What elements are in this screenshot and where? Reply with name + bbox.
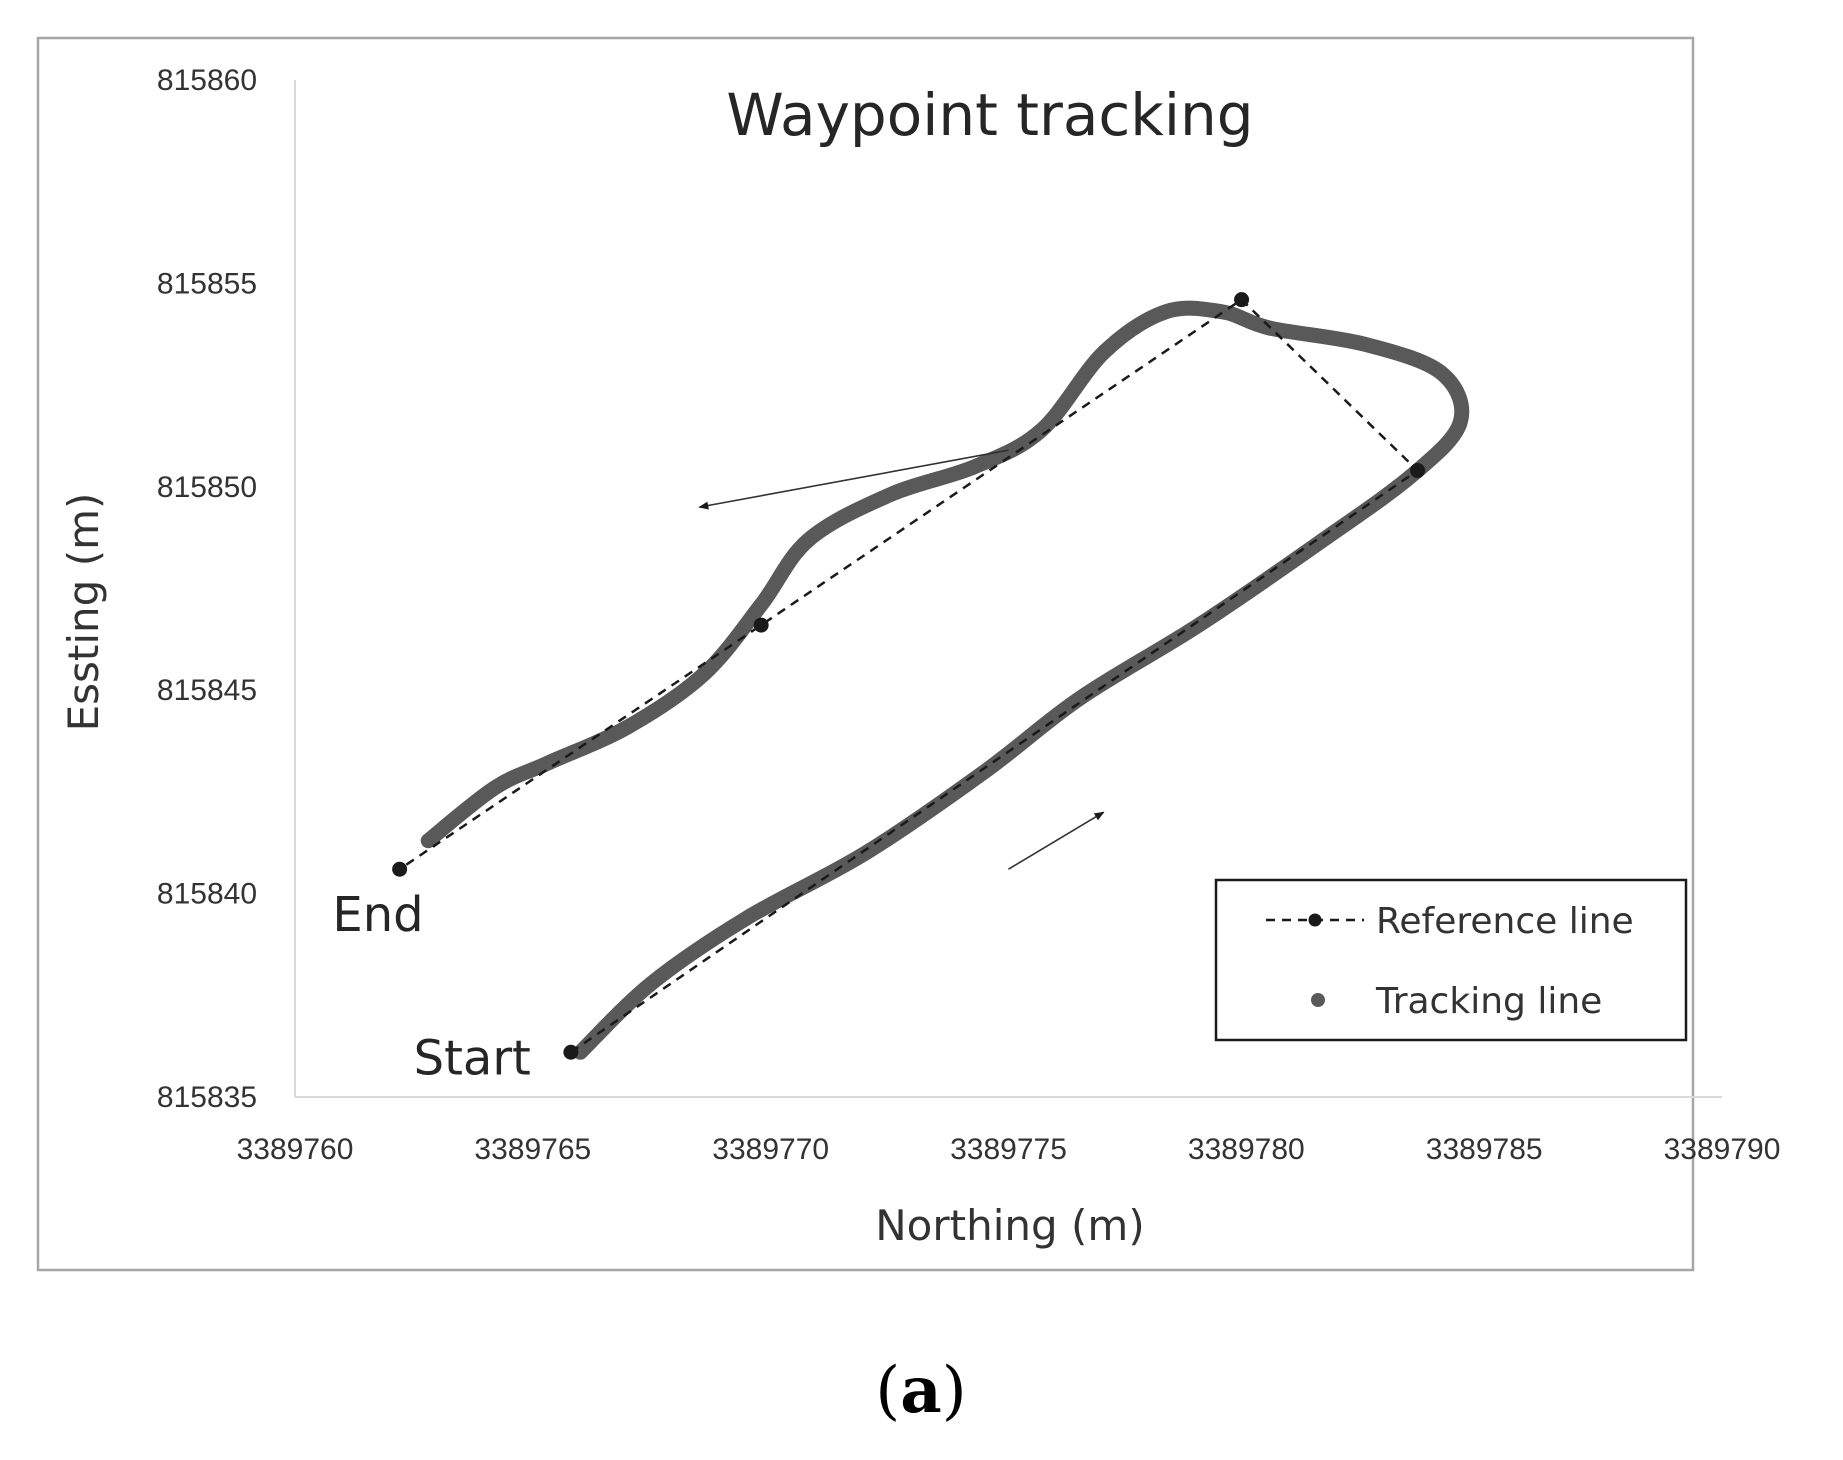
- plot-axes: [294, 80, 1722, 1098]
- reference-waypoint: [753, 617, 769, 633]
- y-tick-label: 815835: [157, 1081, 257, 1114]
- direction-arrows: [698, 449, 1105, 870]
- y-axis-title: Essting (m): [59, 493, 108, 732]
- annotation-start: Start: [414, 1030, 531, 1086]
- figure-caption-letter: a: [900, 1353, 941, 1428]
- x-tick-label: 3389765: [474, 1133, 591, 1166]
- legend-tracking-marker: [1311, 993, 1325, 1007]
- tracking-line: [420, 300, 1470, 1060]
- x-tick-label: 3389770: [712, 1133, 829, 1166]
- reference-waypoint: [563, 1044, 579, 1060]
- y-tick-label: 815845: [157, 674, 257, 707]
- x-tick-label: 3389775: [950, 1133, 1067, 1166]
- direction-arrow: [1008, 811, 1105, 870]
- y-tick-labels: 815835 815840 815845 815850 815855 815860: [157, 64, 257, 1114]
- chart-title: Waypoint tracking: [726, 81, 1253, 149]
- reference-waypoint: [392, 861, 408, 877]
- y-tick-label: 815860: [157, 64, 257, 97]
- figure-caption: (a): [875, 1353, 966, 1428]
- reference-waypoint: [1410, 463, 1426, 479]
- legend-reference-label: Reference line: [1376, 901, 1634, 942]
- series-layer: [392, 292, 1470, 1060]
- x-tick-label: 3389760: [237, 1133, 354, 1166]
- y-tick-label: 815850: [157, 471, 257, 504]
- y-tick-label: 815855: [157, 267, 257, 300]
- x-tick-label: 3389790: [1664, 1133, 1781, 1166]
- chart-frame: [36, 36, 1695, 1272]
- legend-box: [1214, 878, 1688, 1042]
- reference-waypoint: [1234, 292, 1250, 308]
- annotation-end: End: [332, 887, 423, 943]
- y-tick-label: 815840: [157, 878, 257, 911]
- direction-arrow: [698, 449, 1009, 510]
- legend-reference-marker: [1308, 913, 1322, 927]
- x-tick-label: 3389785: [1426, 1133, 1543, 1166]
- legend-tracking-label: Tracking line: [1375, 981, 1602, 1022]
- x-tick-labels: 3389760 3389765 3389770 3389775 3389780 33897…: [237, 1133, 1781, 1166]
- annotations: End Start: [332, 887, 530, 1086]
- legend: Reference line Tracking line: [1214, 878, 1688, 1042]
- x-axis-title: Northing (m): [875, 1201, 1144, 1250]
- x-tick-label: 3389780: [1188, 1133, 1305, 1166]
